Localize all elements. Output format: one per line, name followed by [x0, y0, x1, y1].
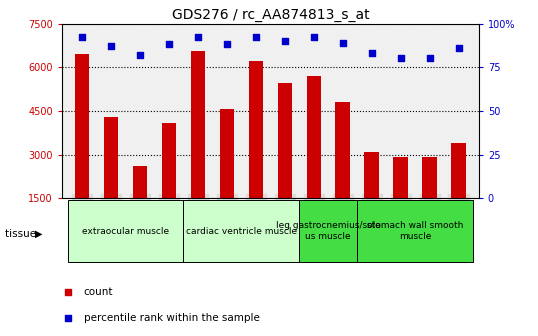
- Point: [367, 50, 376, 56]
- Text: extraocular muscle: extraocular muscle: [82, 226, 169, 236]
- Point: [165, 42, 173, 47]
- Bar: [336, 102, 350, 242]
- Bar: [220, 110, 234, 242]
- Point: [194, 35, 202, 40]
- Bar: [451, 143, 466, 242]
- Bar: [299, 200, 357, 262]
- Bar: [364, 152, 379, 242]
- Bar: [357, 200, 473, 262]
- Title: GDS276 / rc_AA874813_s_at: GDS276 / rc_AA874813_s_at: [172, 8, 369, 23]
- Bar: [183, 200, 299, 262]
- Bar: [278, 83, 292, 242]
- Bar: [393, 158, 408, 242]
- Point: [309, 35, 318, 40]
- Bar: [68, 200, 183, 262]
- Point: [454, 45, 463, 51]
- Point: [78, 35, 87, 40]
- Bar: [162, 123, 176, 242]
- Point: [397, 56, 405, 61]
- Bar: [75, 54, 89, 242]
- Text: tissue: tissue: [5, 228, 40, 239]
- Text: ▶: ▶: [35, 228, 43, 239]
- Text: count: count: [83, 287, 113, 296]
- Bar: [422, 158, 437, 242]
- Point: [136, 52, 144, 58]
- Bar: [133, 166, 147, 242]
- Text: stomach wall smooth
muscle: stomach wall smooth muscle: [367, 221, 463, 241]
- Point: [338, 40, 347, 45]
- Bar: [249, 61, 263, 242]
- Text: percentile rank within the sample: percentile rank within the sample: [83, 313, 259, 323]
- Bar: [307, 76, 321, 242]
- Point: [107, 44, 115, 49]
- Text: leg gastrocnemius/sole
us muscle: leg gastrocnemius/sole us muscle: [276, 221, 381, 241]
- Point: [223, 42, 231, 47]
- Point: [252, 35, 260, 40]
- Point: [403, 172, 412, 177]
- Point: [426, 56, 434, 61]
- Text: cardiac ventricle muscle: cardiac ventricle muscle: [186, 226, 297, 236]
- Bar: [190, 51, 205, 242]
- Point: [280, 38, 289, 44]
- Bar: [104, 117, 118, 242]
